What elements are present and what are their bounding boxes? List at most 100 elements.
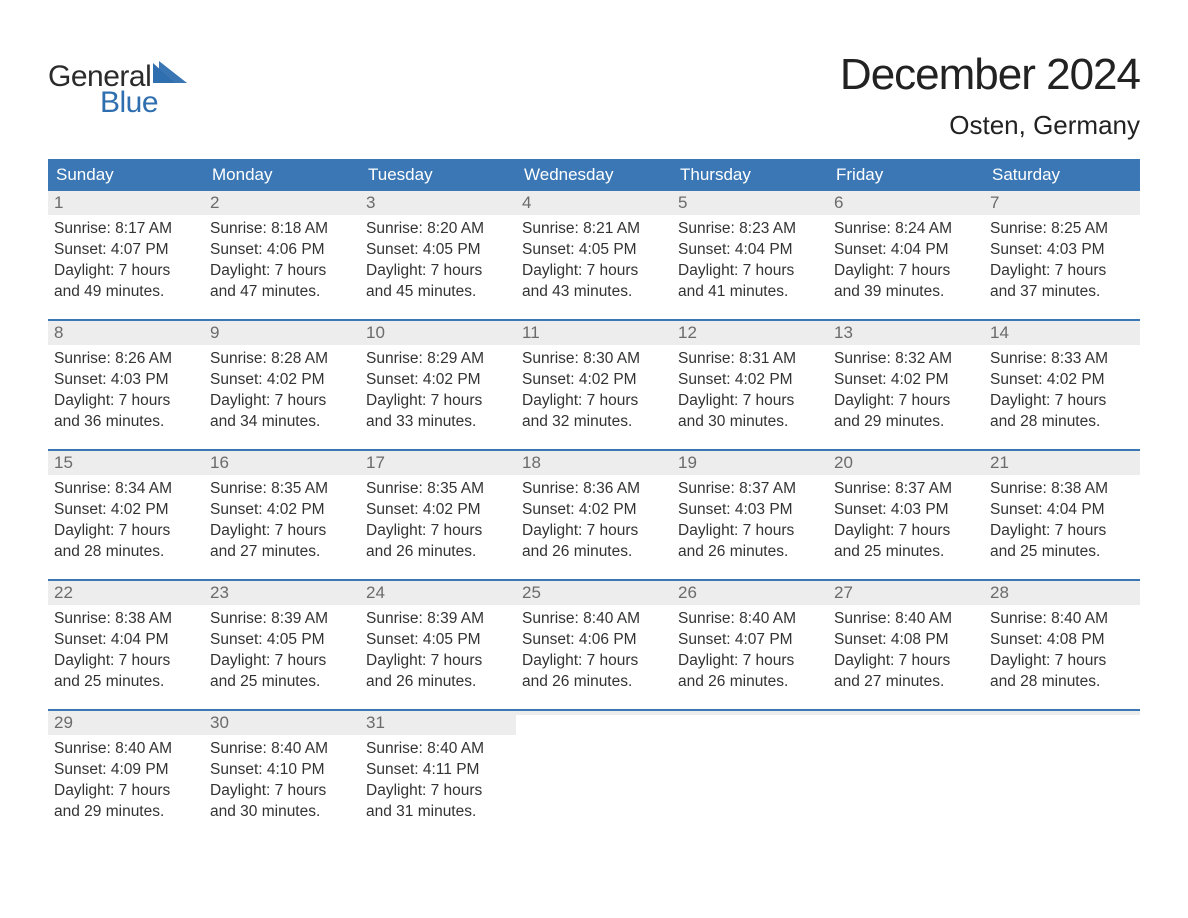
daynum-row: 4 bbox=[516, 191, 672, 215]
calendar-day: 6Sunrise: 8:24 AMSunset: 4:04 PMDaylight… bbox=[828, 191, 984, 319]
day-number: 11 bbox=[522, 323, 540, 342]
sunset-line: Sunset: 4:03 PM bbox=[54, 370, 198, 391]
calendar-day bbox=[984, 711, 1140, 839]
daynum-row: 21 bbox=[984, 451, 1140, 475]
daynum-row: 2 bbox=[204, 191, 360, 215]
sunset-line: Sunset: 4:05 PM bbox=[366, 630, 510, 651]
day-number: 9 bbox=[210, 323, 219, 342]
day-number: 27 bbox=[834, 583, 853, 602]
calendar-day: 21 Sunrise: 8:38 AMSunset: 4:04 PMDayligh… bbox=[984, 451, 1140, 579]
calendar-day: 27 Sunrise: 8:40 AMSunset: 4:08 PMDayligh… bbox=[828, 581, 984, 709]
daylight-line-2: and 36 minutes. bbox=[54, 412, 198, 433]
sunrise-line: Sunrise: 8:24 AM bbox=[834, 219, 978, 240]
daylight-line-2: and 34 minutes. bbox=[210, 412, 354, 433]
calendar-day: 4Sunrise: 8:21 AMSunset: 4:05 PMDaylight… bbox=[516, 191, 672, 319]
sunrise-line: Sunrise: 8:17 AM bbox=[54, 219, 198, 240]
sunrise-line: Sunrise: 8:40 AM bbox=[678, 609, 822, 630]
daylight-line-2: and 45 minutes. bbox=[366, 282, 510, 303]
day-body: Sunrise: 8:17 AMSunset: 4:07 PMDaylight:… bbox=[48, 215, 204, 311]
day-body bbox=[984, 715, 1140, 727]
day-body: Sunrise: 8:37 AMSunset: 4:03 PMDaylight:… bbox=[672, 475, 828, 571]
daynum-row: 28 bbox=[984, 581, 1140, 605]
daylight-line-1: Daylight: 7 hours bbox=[834, 261, 978, 282]
calendar-week: 8Sunrise: 8:26 AMSunset: 4:03 PMDaylight… bbox=[48, 319, 1140, 449]
day-body: Sunrise: 8:39 AMSunset: 4:05 PMDaylight:… bbox=[204, 605, 360, 701]
sunrise-line: Sunrise: 8:39 AM bbox=[366, 609, 510, 630]
day-body: Sunrise: 8:40 AMSunset: 4:10 PMDaylight:… bbox=[204, 735, 360, 831]
daylight-line-2: and 39 minutes. bbox=[834, 282, 978, 303]
sunset-line: Sunset: 4:02 PM bbox=[990, 370, 1134, 391]
daynum-row: 22 bbox=[48, 581, 204, 605]
day-body bbox=[516, 715, 672, 727]
day-number: 2 bbox=[210, 193, 219, 212]
sunset-line: Sunset: 4:04 PM bbox=[678, 240, 822, 261]
sunrise-line: Sunrise: 8:25 AM bbox=[990, 219, 1134, 240]
weeks-container: 1Sunrise: 8:17 AMSunset: 4:07 PMDaylight… bbox=[48, 191, 1140, 839]
daylight-line-1: Daylight: 7 hours bbox=[210, 391, 354, 412]
calendar-day bbox=[828, 711, 984, 839]
daynum-row: 30 bbox=[204, 711, 360, 735]
calendar-page: General Blue December 2024 Osten, German… bbox=[0, 0, 1188, 879]
daylight-line-1: Daylight: 7 hours bbox=[834, 391, 978, 412]
sunrise-line: Sunrise: 8:40 AM bbox=[54, 739, 198, 760]
daylight-line-1: Daylight: 7 hours bbox=[366, 261, 510, 282]
daylight-line-1: Daylight: 7 hours bbox=[366, 651, 510, 672]
sunrise-line: Sunrise: 8:21 AM bbox=[522, 219, 666, 240]
day-body: Sunrise: 8:40 AMSunset: 4:09 PMDaylight:… bbox=[48, 735, 204, 831]
day-body: Sunrise: 8:40 AMSunset: 4:08 PMDaylight:… bbox=[828, 605, 984, 701]
weekday-header: Tuesday bbox=[360, 159, 516, 191]
calendar-day: 11 Sunrise: 8:30 AMSunset: 4:02 PMDayligh… bbox=[516, 321, 672, 449]
day-body bbox=[828, 715, 984, 727]
daylight-line-2: and 32 minutes. bbox=[522, 412, 666, 433]
sunrise-line: Sunrise: 8:37 AM bbox=[678, 479, 822, 500]
day-number: 26 bbox=[678, 583, 697, 602]
day-number: 30 bbox=[210, 713, 229, 732]
sunrise-line: Sunrise: 8:40 AM bbox=[522, 609, 666, 630]
calendar-week: 1Sunrise: 8:17 AMSunset: 4:07 PMDaylight… bbox=[48, 191, 1140, 319]
sunset-line: Sunset: 4:04 PM bbox=[990, 500, 1134, 521]
day-number: 18 bbox=[522, 453, 541, 472]
day-number: 5 bbox=[678, 193, 687, 212]
weekday-header-row: Sunday Monday Tuesday Wednesday Thursday… bbox=[48, 159, 1140, 191]
daylight-line-2: and 26 minutes. bbox=[366, 542, 510, 563]
daylight-line-2: and 27 minutes. bbox=[210, 542, 354, 563]
day-body: Sunrise: 8:40 AMSunset: 4:08 PMDaylight:… bbox=[984, 605, 1140, 701]
calendar-day: 2Sunrise: 8:18 AMSunset: 4:06 PMDaylight… bbox=[204, 191, 360, 319]
calendar-day: 31Sunrise: 8:40 AMSunset: 4:11 PMDayligh… bbox=[360, 711, 516, 839]
sunrise-line: Sunrise: 8:40 AM bbox=[834, 609, 978, 630]
day-number: 20 bbox=[834, 453, 853, 472]
day-number: 25 bbox=[522, 583, 541, 602]
daynum-row: 11 bbox=[516, 321, 672, 345]
day-body: Sunrise: 8:38 AMSunset: 4:04 PMDaylight:… bbox=[48, 605, 204, 701]
sunset-line: Sunset: 4:02 PM bbox=[366, 370, 510, 391]
day-number: 21 bbox=[990, 453, 1009, 472]
calendar-day: 7Sunrise: 8:25 AMSunset: 4:03 PMDaylight… bbox=[984, 191, 1140, 319]
daylight-line-1: Daylight: 7 hours bbox=[678, 261, 822, 282]
sunrise-line: Sunrise: 8:32 AM bbox=[834, 349, 978, 370]
daynum-row: 27 bbox=[828, 581, 984, 605]
sunset-line: Sunset: 4:05 PM bbox=[210, 630, 354, 651]
calendar-day: 23 Sunrise: 8:39 AMSunset: 4:05 PMDayligh… bbox=[204, 581, 360, 709]
title-block: December 2024 Osten, Germany bbox=[840, 50, 1140, 141]
calendar-day: 30 Sunrise: 8:40 AMSunset: 4:10 PMDayligh… bbox=[204, 711, 360, 839]
calendar-day: 29Sunrise: 8:40 AMSunset: 4:09 PMDayligh… bbox=[48, 711, 204, 839]
daylight-line-2: and 28 minutes. bbox=[990, 412, 1134, 433]
daylight-line-1: Daylight: 7 hours bbox=[990, 651, 1134, 672]
daynum-row: 20 bbox=[828, 451, 984, 475]
daynum-row: 8 bbox=[48, 321, 204, 345]
day-body: Sunrise: 8:38 AMSunset: 4:04 PMDaylight:… bbox=[984, 475, 1140, 571]
daylight-line-1: Daylight: 7 hours bbox=[210, 651, 354, 672]
day-number: 15 bbox=[54, 453, 73, 472]
daylight-line-1: Daylight: 7 hours bbox=[990, 391, 1134, 412]
weekday-header: Friday bbox=[828, 159, 984, 191]
daylight-line-1: Daylight: 7 hours bbox=[210, 261, 354, 282]
calendar-day: 14Sunrise: 8:33 AMSunset: 4:02 PMDayligh… bbox=[984, 321, 1140, 449]
day-body: Sunrise: 8:30 AMSunset: 4:02 PMDaylight:… bbox=[516, 345, 672, 441]
day-number: 7 bbox=[990, 193, 999, 212]
day-number: 4 bbox=[522, 193, 531, 212]
day-number: 23 bbox=[210, 583, 229, 602]
sunrise-line: Sunrise: 8:33 AM bbox=[990, 349, 1134, 370]
daylight-line-1: Daylight: 7 hours bbox=[54, 261, 198, 282]
brand-word-blue: Blue bbox=[100, 86, 187, 120]
day-number: 28 bbox=[990, 583, 1009, 602]
